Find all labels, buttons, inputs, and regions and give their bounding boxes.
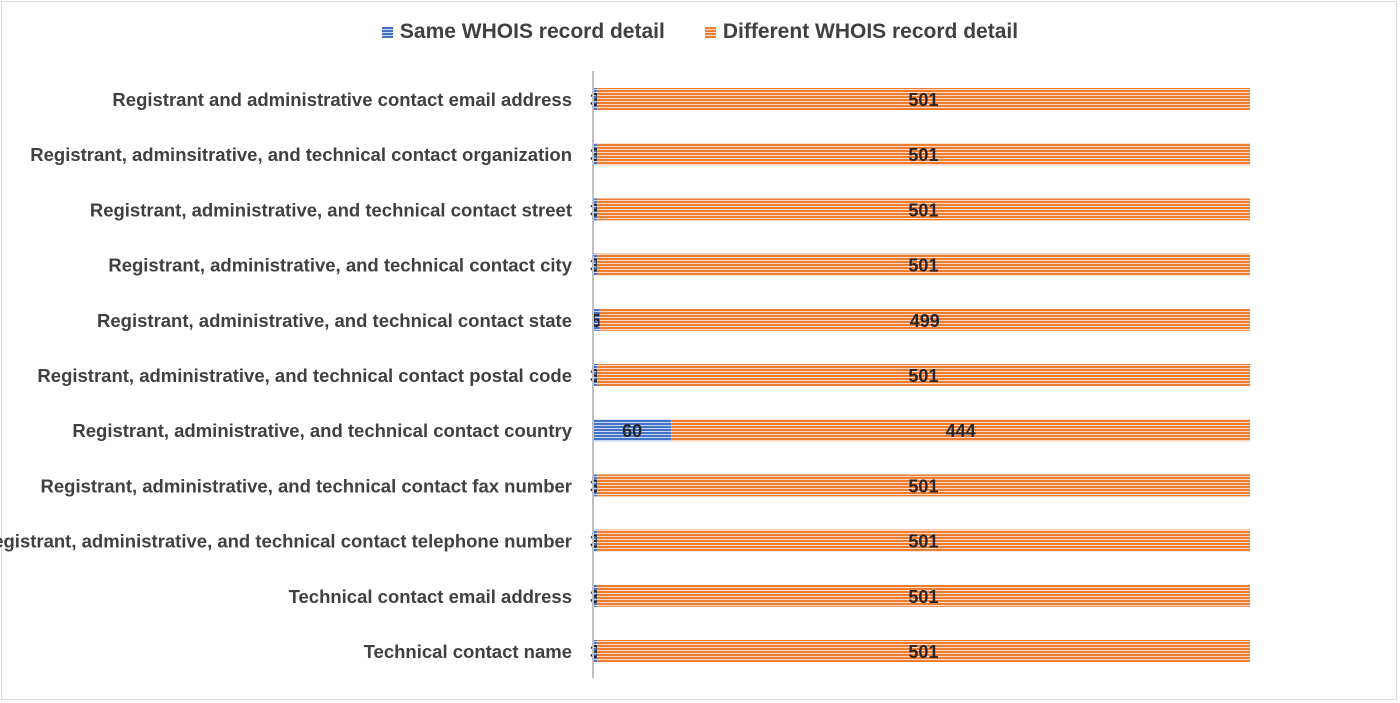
category-label: Registrant, administrative, and technica… bbox=[72, 420, 572, 441]
category-label: Registrant, adminsitrative, and technica… bbox=[30, 144, 572, 165]
data-label-different: 499 bbox=[910, 311, 940, 331]
data-label-different: 501 bbox=[908, 256, 938, 276]
data-label-different: 444 bbox=[946, 421, 976, 441]
data-label-same: 60 bbox=[622, 421, 642, 441]
data-label-different: 501 bbox=[908, 642, 938, 662]
bar-same bbox=[593, 474, 597, 497]
category-label: Technical contact name bbox=[364, 641, 572, 662]
category-label: Registrant, administrative, and technica… bbox=[37, 365, 572, 386]
category-label: Technical contact email address bbox=[289, 586, 572, 607]
data-label-same: 3 bbox=[590, 256, 600, 276]
data-label-same: 3 bbox=[590, 532, 600, 552]
bar-different bbox=[596, 364, 1250, 386]
legend-item-same: Same WHOIS record detail bbox=[381, 20, 665, 44]
bar-different bbox=[596, 88, 1250, 110]
bar-same bbox=[593, 640, 597, 662]
data-label-same: 5 bbox=[591, 311, 601, 331]
data-label-same: 3 bbox=[590, 642, 600, 662]
bar-same bbox=[593, 253, 597, 276]
bar-different bbox=[596, 640, 1250, 662]
bar-same bbox=[593, 584, 597, 607]
bar-same bbox=[593, 88, 597, 110]
bar-different bbox=[599, 308, 1250, 331]
bar-different bbox=[596, 584, 1250, 607]
data-label-different: 501 bbox=[908, 587, 938, 607]
legend: Same WHOIS record detail Different WHOIS… bbox=[0, 18, 1400, 46]
data-label-same: 3 bbox=[590, 476, 600, 496]
data-label-different: 501 bbox=[908, 200, 938, 220]
bar-same bbox=[593, 529, 597, 552]
data-label-same: 3 bbox=[590, 145, 600, 165]
data-label-different: 501 bbox=[908, 90, 938, 110]
data-label-same: 3 bbox=[590, 200, 600, 220]
bar-different bbox=[596, 143, 1250, 166]
legend-swatch-same bbox=[381, 26, 393, 38]
category-label: Registrant, administrative, and technica… bbox=[97, 310, 572, 331]
bar-same bbox=[593, 143, 597, 166]
category-label: Registrant, administrative, and technica… bbox=[41, 475, 573, 496]
data-label-different: 501 bbox=[908, 145, 938, 165]
data-label-different: 501 bbox=[908, 476, 938, 496]
bar-same bbox=[593, 364, 597, 386]
legend-label-same: Same WHOIS record detail bbox=[399, 20, 665, 43]
bar-same bbox=[593, 419, 672, 442]
legend-swatch-different bbox=[704, 26, 716, 38]
data-label-different: 501 bbox=[908, 532, 938, 552]
bar-same bbox=[593, 198, 597, 221]
category-label: Registrant, administrative, and technica… bbox=[108, 255, 572, 276]
bar-different bbox=[671, 419, 1250, 442]
category-label: Registrant and administrative contact em… bbox=[112, 89, 572, 110]
data-label-same: 3 bbox=[590, 587, 600, 607]
data-label-different: 501 bbox=[908, 366, 938, 386]
category-label: Registrant, administrative, and technica… bbox=[90, 199, 572, 220]
data-label-same: 3 bbox=[590, 90, 600, 110]
legend-label-different: Different WHOIS record detail bbox=[722, 20, 1019, 43]
bar-same bbox=[593, 308, 600, 331]
legend-item-different: Different WHOIS record detail bbox=[704, 20, 1019, 44]
bar-different bbox=[596, 198, 1250, 221]
bar-different bbox=[596, 529, 1250, 552]
bar-different bbox=[596, 474, 1250, 497]
category-label: Registrant, administrative, and technica… bbox=[0, 531, 572, 552]
data-label-same: 3 bbox=[590, 366, 600, 386]
bar-different bbox=[596, 253, 1250, 276]
